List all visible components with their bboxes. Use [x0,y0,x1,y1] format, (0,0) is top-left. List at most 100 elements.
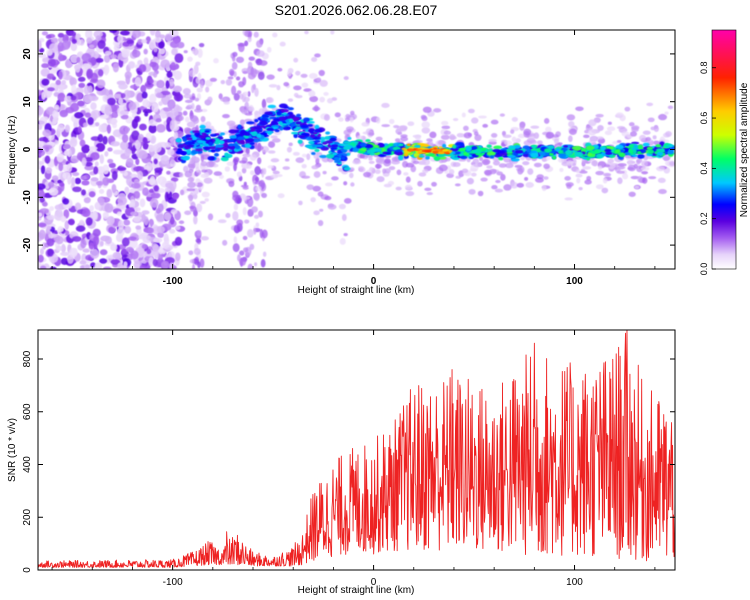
spectrogram-cell [152,244,160,252]
spectrogram-cell [406,143,411,147]
spectrogram-cell [426,192,433,196]
spectrogram-cell [117,227,125,237]
spectrogram-cell [39,208,49,214]
spectrogram-cell [268,84,278,88]
spectrogram-cell [38,39,42,50]
spectrogram-cell [489,155,495,159]
spectrogram-cell [148,124,157,134]
spectrogram-cell [219,132,226,136]
spectrogram-cell [53,104,60,110]
spectrogram-cell [604,164,611,168]
spectrogram-cell [99,154,105,164]
spectrogram-y-tick-label: -10 [22,190,33,205]
spectrogram-cell [116,166,127,171]
spectrogram-cell [510,157,520,162]
spectrogram-cell [193,247,201,255]
spectrogram-cell [503,140,513,146]
spectrogram-cell [297,139,303,144]
spectrogram-cell [319,154,328,159]
spectrogram-cell [82,248,90,253]
spectrogram-cell [586,175,592,182]
spectrogram-cell [258,108,265,116]
spectrogram-cell [224,166,231,172]
spectrogram-cell [65,106,75,114]
spectrogram-cell [170,177,179,182]
spectrogram-cell [310,134,316,138]
spectrogram-cell [247,61,253,69]
spectrogram-cell [646,146,653,151]
spectrogram-cell [343,198,352,204]
spectrogram-cell [251,84,255,94]
spectrogram-cell [260,259,266,268]
spectrogram-cell [164,142,172,148]
spectrogram-cell [195,77,200,84]
spectrogram-cell [163,233,169,243]
spectrogram-cell [117,196,128,206]
spectrogram-cell [442,149,449,152]
spectrogram-cell [642,130,651,135]
spectrogram-cell [102,176,110,186]
spectrogram-cell [545,131,555,139]
spectrogram-cell [313,210,320,216]
spectrogram-cell [494,188,504,193]
spectrogram-cell [198,140,207,144]
spectrogram-cell [508,145,516,150]
spectrogram-cell [88,191,96,198]
spectrogram-ylabel: Frequency (Hz) [7,116,18,185]
spectrogram-cell [621,131,630,137]
spectrogram-cell [170,208,178,215]
spectrogram-cell [112,62,120,73]
spectrogram-cell [121,134,129,143]
spectrogram-cell [173,85,183,93]
spectrogram-cell [596,136,604,140]
spectrogram-cell [301,163,307,169]
spectrogram-cell [255,185,262,192]
spectrogram-cell [213,58,219,64]
spectrogram-cell [642,177,648,184]
spectrogram-cell [592,160,598,167]
spectrogram-cell [234,145,241,150]
spectrogram-cell [575,168,581,174]
spectrogram-cell [227,145,236,150]
spectrogram-cell [365,139,371,143]
spectrogram-cell [313,128,323,133]
spectrogram-cell [181,152,187,156]
snr-x-tick-label: -100 [163,577,183,588]
spectrogram-cell [160,90,171,96]
spectrogram-cell [612,140,618,145]
spectrogram-cell [102,164,110,175]
spectrogram-cell [61,243,66,254]
spectrogram-cell [197,48,203,59]
spectrogram-cell [573,145,582,151]
spectrogram-cell [109,54,118,59]
spectrogram-cell [239,119,246,126]
spectrogram-cell [267,141,276,148]
spectrogram-cell [195,25,201,29]
spectrogram-cell [141,91,148,99]
spectrogram-cell [186,188,196,192]
spectrogram-cell [48,187,59,196]
spectrogram-cell [109,30,118,34]
spectrogram-cell [276,84,281,91]
spectrogram-cell [604,148,612,153]
spectrogram-cell [375,157,385,163]
spectrogram-cell [47,58,57,67]
spectrogram-cell [232,210,239,221]
spectrogram-cell [282,112,288,116]
snr-panel: -100 0 100 0 200 400 600 800 Height of straight… [7,329,676,596]
colorbar-ticks: 0.0 0.2 0.4 0.6 0.8 [699,61,716,275]
spectrogram-cell [229,68,235,76]
spectrogram-cell [471,172,477,177]
spectrogram-cell [104,151,109,157]
spectrogram-cell [103,54,111,63]
spectrogram-cell [183,155,191,160]
spectrogram-y-tick-label: 20 [22,48,33,60]
spectrogram-cell [311,56,318,62]
spectrogram-cell [192,130,201,134]
spectrogram-cell [407,149,414,152]
spectrogram-cell [124,225,132,234]
spectrogram-cell [138,150,148,159]
spectrogram-cell [103,66,109,76]
spectrogram-cell [46,238,55,247]
